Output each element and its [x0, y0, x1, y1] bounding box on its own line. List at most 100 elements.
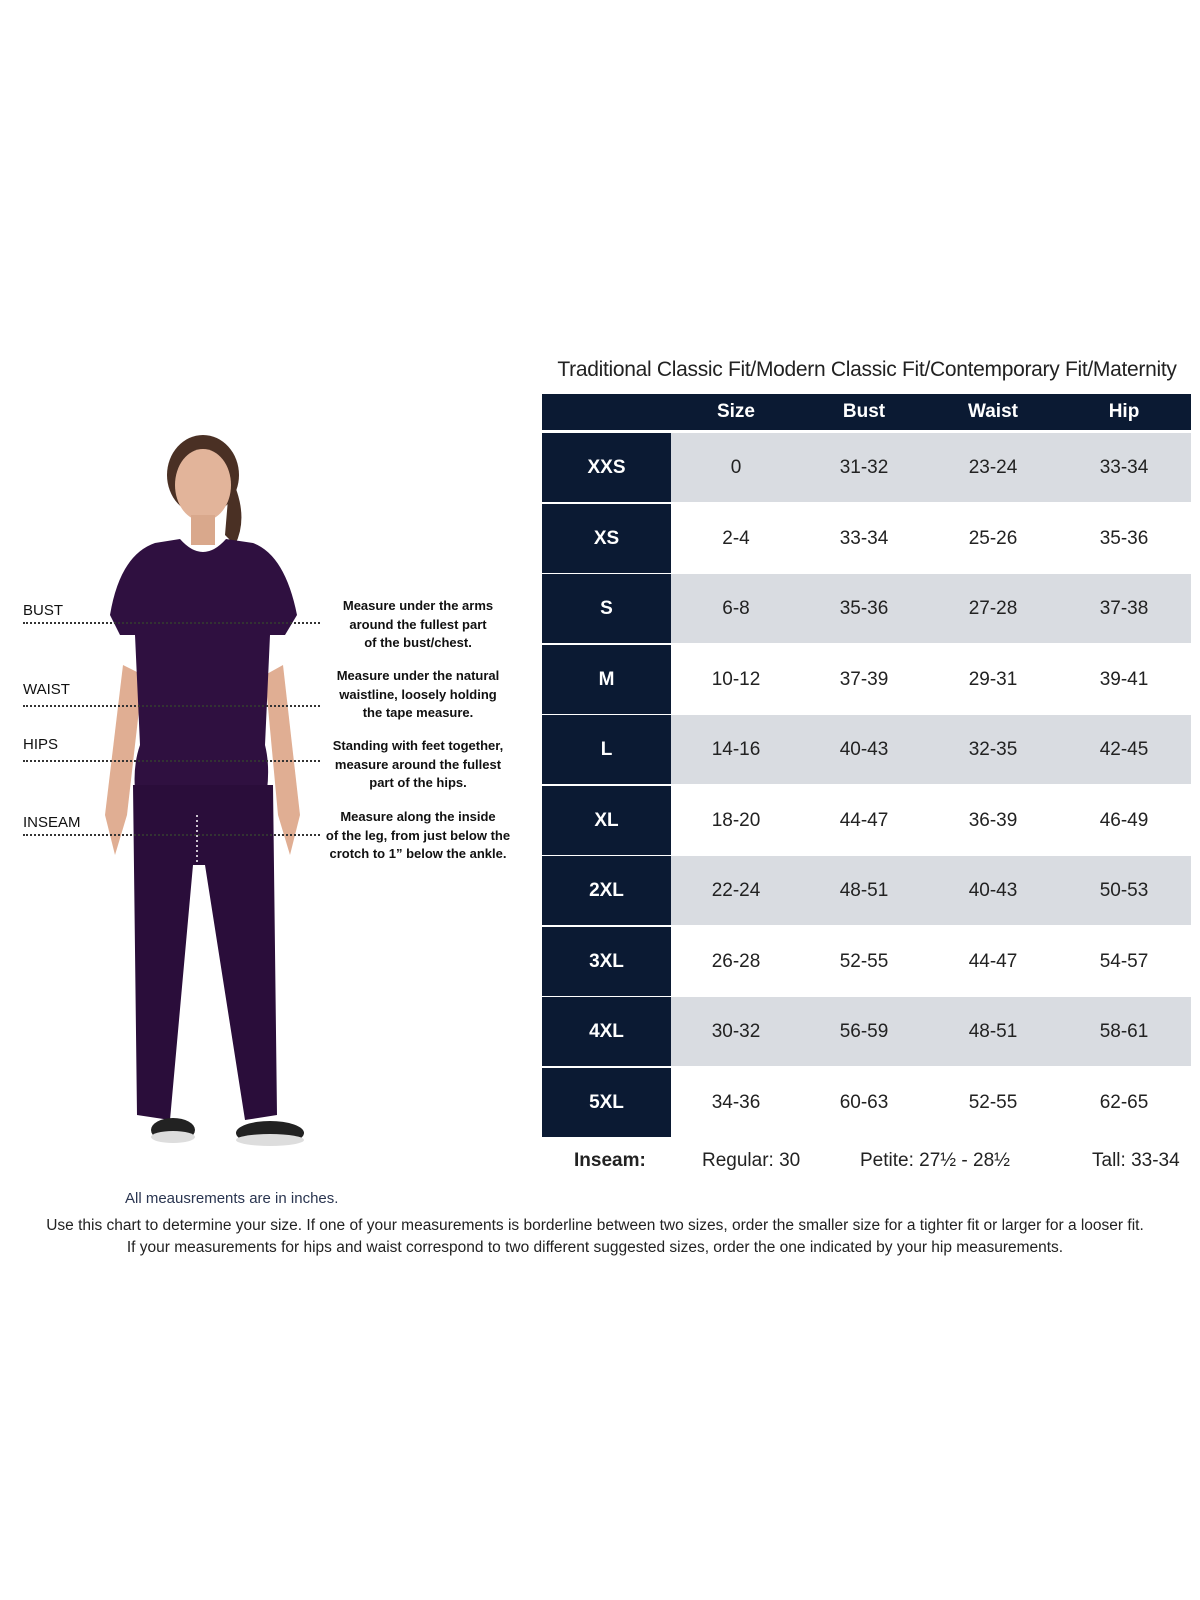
- hip-cell: 37-38: [1099, 598, 1149, 619]
- desc-line: of the bust/chest.: [364, 635, 472, 650]
- desc-line: waistline, loosely holding: [339, 686, 497, 702]
- size-cell: 10-12: [711, 668, 761, 690]
- bust-cell: 48-51: [839, 880, 889, 901]
- bust-cell: 33-34: [839, 527, 889, 549]
- model-figure-image: [105, 435, 304, 1146]
- size-cell: 0: [730, 457, 742, 478]
- waist-cell: 25-26: [968, 527, 1018, 549]
- size-cell: 18-20: [711, 809, 761, 831]
- size-cell: 34-36: [711, 1091, 761, 1113]
- row-background: [671, 715, 1191, 784]
- row-background: [671, 574, 1191, 643]
- bust-cell: 44-47: [839, 809, 889, 831]
- size-cell: 2-4: [722, 527, 750, 549]
- hips-guide-line: [23, 760, 320, 762]
- desc-line: Measure along the inside: [340, 809, 496, 824]
- row-background: [671, 997, 1191, 1066]
- hip-cell: 46-49: [1099, 809, 1149, 831]
- header-size: Size: [716, 401, 756, 422]
- footer-line-2: If your measurements for hips and waist …: [126, 1239, 1064, 1256]
- inseam-regular: Regular: 30: [702, 1150, 801, 1171]
- bust-cell: 35-36: [839, 598, 889, 619]
- size-cell: 22-24: [711, 880, 761, 901]
- inseam-label: INSEAM: [23, 814, 81, 831]
- header-waist: Waist: [968, 401, 1018, 422]
- waist-label: WAIST: [23, 681, 70, 698]
- size-label-cell: 5XL: [542, 1067, 671, 1137]
- desc-line: Standing with feet together,: [332, 738, 504, 753]
- inseam-row-label: Inseam:: [574, 1150, 646, 1171]
- inseam-tall: Tall: 33-34: [1092, 1150, 1180, 1171]
- footer-line-1: Use this chart to determine your size. I…: [46, 1217, 1144, 1234]
- size-label-cell: XS: [542, 503, 671, 573]
- row-background: [671, 433, 1191, 502]
- bust-label: BUST: [23, 602, 64, 619]
- desc-line: measure around the fullest: [334, 756, 502, 772]
- hips-label: HIPS: [23, 736, 59, 753]
- desc-line: part of the hips.: [369, 775, 467, 790]
- bust-guide-line: [23, 622, 320, 624]
- bust-cell: 60-63: [839, 1091, 889, 1113]
- header-bust: Bust: [842, 401, 886, 422]
- hip-cell: 39-41: [1099, 668, 1149, 690]
- size-label-cell: S: [542, 574, 671, 643]
- table-row: XL 18-20 44-47 36-39 46-49: [542, 785, 1191, 857]
- hip-cell: 62-65: [1099, 1091, 1149, 1113]
- size-label-cell: 2XL: [542, 856, 671, 925]
- size-cell: 26-28: [711, 950, 761, 972]
- bust-description: Measure under the arms around the fulles…: [318, 597, 518, 653]
- desc-line: crotch to 1” below the ankle.: [329, 846, 507, 861]
- bust-cell: 31-32: [839, 457, 889, 478]
- hip-cell: 35-36: [1099, 527, 1149, 549]
- hip-cell: 42-45: [1099, 739, 1149, 760]
- size-label-cell: L: [542, 715, 671, 784]
- table-row: XXS 0 31-32 23-24 33-34: [542, 433, 1191, 504]
- size-label-cell: XL: [542, 785, 671, 855]
- hip-cell: 33-34: [1099, 457, 1149, 478]
- waist-cell: 44-47: [968, 950, 1018, 972]
- row-background: [671, 785, 1191, 855]
- size-label-cell: 3XL: [542, 926, 671, 996]
- row-background: [671, 856, 1191, 925]
- waist-cell: 36-39: [968, 809, 1018, 831]
- row-background: [671, 503, 1191, 573]
- waist-cell: 52-55: [968, 1091, 1018, 1113]
- waist-cell: 29-31: [968, 668, 1018, 690]
- waist-cell: 23-24: [968, 457, 1018, 478]
- hip-cell: 54-57: [1099, 950, 1149, 972]
- waist-description: Measure under the natural waistline, loo…: [318, 667, 518, 723]
- table-row: L 14-16 40-43 32-35 42-45: [542, 715, 1191, 786]
- row-background: [671, 926, 1191, 996]
- size-cell: 6-8: [722, 598, 750, 619]
- table-row: 3XL 26-28 52-55 44-47 54-57: [542, 926, 1191, 998]
- waist-cell: 32-35: [968, 739, 1018, 760]
- desc-line: Measure under the natural: [336, 668, 500, 683]
- table-header: Size Bust Waist Hip: [542, 394, 1191, 430]
- inseam-guide-line: [23, 834, 320, 836]
- desc-line: Measure under the arms: [342, 598, 494, 613]
- hip-cell: 58-61: [1099, 1021, 1149, 1042]
- row-background: [671, 1067, 1191, 1137]
- bust-cell: 37-39: [839, 668, 889, 690]
- table-row: 4XL 30-32 56-59 48-51 58-61: [542, 997, 1191, 1068]
- hips-description: Standing with feet together, measure aro…: [318, 737, 518, 793]
- size-label-cell: M: [542, 644, 671, 714]
- table-row: M 10-12 37-39 29-31 39-41: [542, 644, 1191, 716]
- bust-cell: 40-43: [839, 739, 889, 760]
- waist-cell: 48-51: [968, 1021, 1018, 1042]
- table-row: 2XL 22-24 48-51 40-43 50-53: [542, 856, 1191, 927]
- waist-guide-line: [23, 705, 320, 707]
- size-cell: 30-32: [711, 1021, 761, 1042]
- table-row: S 6-8 35-36 27-28 37-38: [542, 574, 1191, 645]
- table-row: XS 2-4 33-34 25-26 35-36: [542, 503, 1191, 575]
- inseam-petite: Petite: 27½ - 28½: [860, 1150, 1010, 1171]
- desc-line: of the leg, from just below the: [325, 827, 511, 843]
- desc-line: the tape measure.: [362, 705, 474, 720]
- row-background: [671, 644, 1191, 714]
- size-label-cell: 4XL: [542, 997, 671, 1066]
- desc-line: around the fullest part: [349, 616, 487, 632]
- table-row: 5XL 34-36 60-63 52-55 62-65: [542, 1067, 1191, 1139]
- hip-cell: 50-53: [1099, 880, 1149, 901]
- inseam-description: Measure along the inside of the leg, fro…: [318, 808, 518, 864]
- bust-cell: 52-55: [839, 950, 889, 972]
